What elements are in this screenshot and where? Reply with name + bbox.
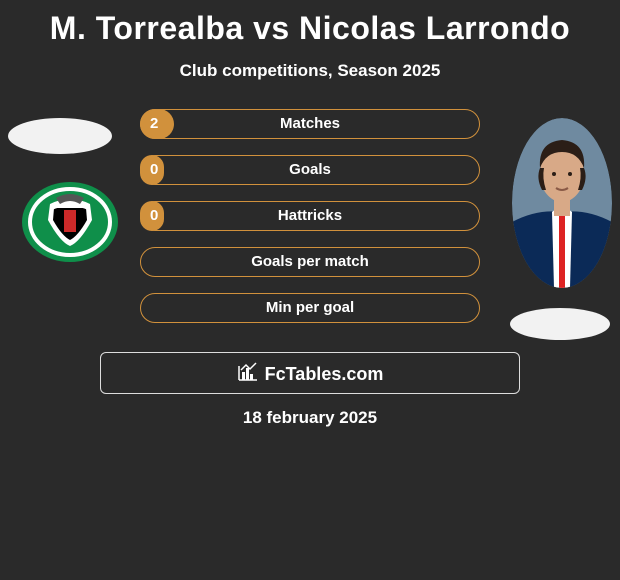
metric-label: Goals per match [140,247,480,277]
metric-row: 0Hattricks [140,201,480,231]
player-right-avatar [512,118,612,288]
chart-icon [237,362,259,387]
player-right-club-badge-placeholder [510,308,610,340]
player-left-avatar-placeholder [8,118,112,154]
metric-label: Matches [140,109,480,139]
season-subtitle: Club competitions, Season 2025 [0,61,620,81]
metric-row: Goals per match [140,247,480,277]
metric-row: 2Matches [140,109,480,139]
metric-row: Min per goal [140,293,480,323]
metric-label: Goals [140,155,480,185]
snapshot-date: 18 february 2025 [0,408,620,428]
site-attribution-box: FcTables.com [100,352,520,394]
site-name: FcTables.com [265,364,384,385]
metric-label: Hattricks [140,201,480,231]
metric-row: 0Goals [140,155,480,185]
metric-label: Min per goal [140,293,480,323]
metric-value-left: 2 [150,109,158,139]
player-left-club-badge [20,180,120,264]
page-title: M. Torrealba vs Nicolas Larrondo [0,0,620,47]
metric-value-left: 0 [150,155,158,185]
metric-value-left: 0 [150,201,158,231]
